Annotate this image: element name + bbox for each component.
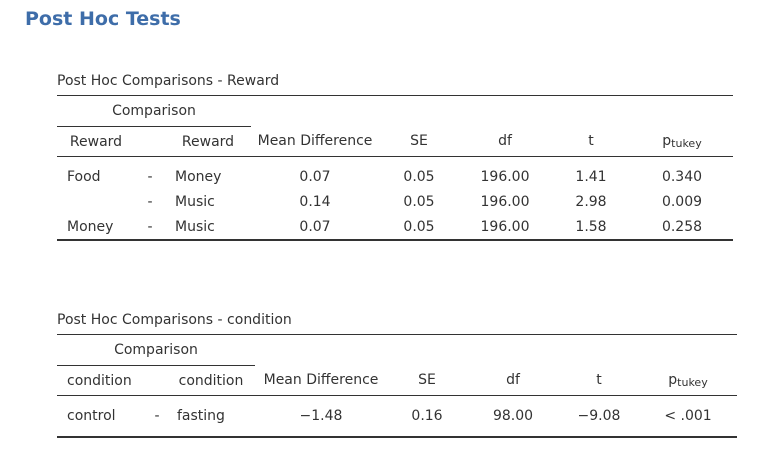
p-label: p [662, 132, 672, 149]
comparisons-table: Comparison Reward Reward Mean Difference… [57, 95, 733, 241]
p-label: p [668, 371, 678, 388]
col-header-reward-right: Reward [165, 126, 251, 157]
comparison-group-header: Comparison [57, 95, 251, 127]
cell-df: 196.00 [480, 194, 530, 210]
cell-right: Music [175, 194, 215, 210]
cell-df: 196.00 [480, 218, 530, 235]
section-title: Post Hoc Tests [25, 8, 181, 30]
cell-df: 98.00 [492, 407, 534, 424]
posthoc-table-reward: Post Hoc Comparisons - Reward Comparison… [57, 73, 733, 241]
table-caption: Post Hoc Comparisons - Reward [57, 73, 280, 89]
cell-p: < .001 [664, 407, 712, 424]
cell-right: Music [175, 218, 215, 235]
cell-t: 2.98 [575, 194, 607, 210]
table-row: - Music 0.14 0.05 196.00 2.98 0.009 [57, 190, 733, 215]
cell-sep: - [154, 407, 160, 424]
col-header-se: SE [387, 365, 467, 396]
cell-left [57, 190, 135, 215]
table-row: Food - Money 0.07 0.05 196.00 1.41 0.340 [57, 165, 733, 190]
tukey-subscript: tukey [671, 136, 702, 150]
cell-right: fasting [177, 407, 225, 424]
col-header-mean-difference: Mean Difference [255, 365, 387, 396]
cell-mean-diff: 0.07 [299, 169, 331, 185]
cell-left: control [67, 407, 116, 424]
col-header-t: t [551, 126, 631, 157]
col-header-se: SE [379, 126, 459, 157]
col-header-df: df [467, 365, 559, 396]
col-header-reward-left: Reward [57, 126, 135, 157]
cell-left: Money [67, 218, 114, 235]
cell-se: 0.16 [411, 407, 443, 424]
table-row: Money - Music 0.07 0.05 196.00 1.58 0.25… [57, 215, 733, 240]
cell-sep: - [147, 218, 153, 235]
cell-mean-diff: 0.07 [299, 218, 331, 235]
cell-sep: - [147, 194, 153, 210]
cell-left: Food [67, 169, 101, 185]
cell-right: Money [175, 169, 222, 185]
col-header-df: df [459, 126, 551, 157]
cell-sep: - [147, 169, 153, 185]
cell-p: 0.009 [661, 194, 703, 210]
cell-mean-diff: 0.14 [299, 194, 331, 210]
cell-p: 0.340 [661, 169, 703, 185]
cell-t: −9.08 [577, 407, 621, 424]
comparisons-table: Comparison condition condition Mean Diff… [57, 334, 737, 438]
comparison-group-header: Comparison [57, 334, 255, 366]
posthoc-table-condition: Post Hoc Comparisons - condition Compari… [57, 312, 737, 438]
table-row: control - fasting −1.48 0.16 98.00 −9.08… [57, 396, 737, 437]
cell-t: 1.58 [575, 218, 607, 235]
col-header-condition-right: condition [167, 365, 255, 396]
col-header-condition-left: condition [57, 365, 147, 396]
cell-se: 0.05 [403, 194, 435, 210]
cell-se: 0.05 [403, 169, 435, 185]
col-header-t: t [559, 365, 639, 396]
cell-p: 0.258 [661, 218, 703, 235]
col-header-p-tukey: ptukey [639, 365, 737, 396]
cell-mean-diff: −1.48 [299, 407, 343, 424]
col-header-mean-difference: Mean Difference [251, 126, 379, 157]
cell-df: 196.00 [480, 169, 530, 185]
col-header-p-tukey: ptukey [631, 126, 733, 157]
cell-se: 0.05 [403, 218, 435, 235]
table-caption: Post Hoc Comparisons - condition [57, 312, 292, 328]
cell-t: 1.41 [575, 169, 607, 185]
tukey-subscript: tukey [677, 375, 708, 389]
